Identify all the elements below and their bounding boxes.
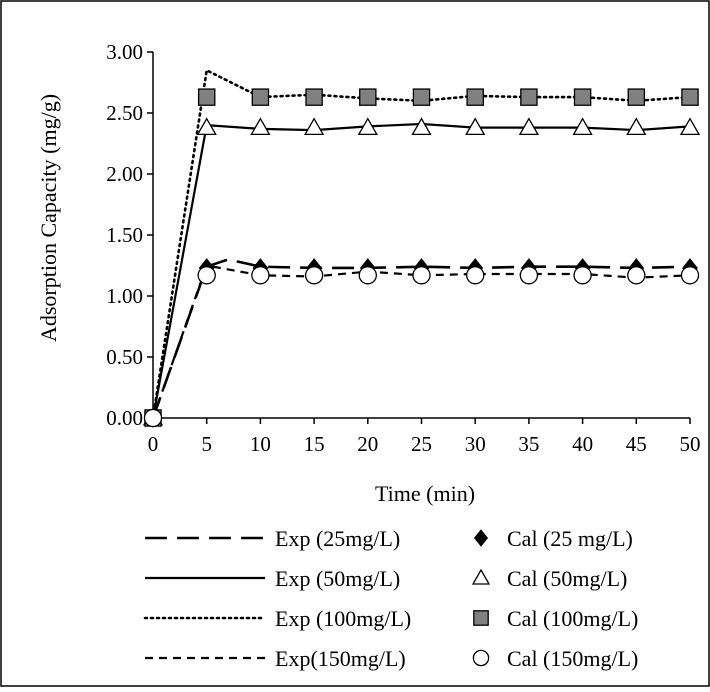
data-point-cal-50mg-l bbox=[411, 117, 432, 136]
data-point-cal-50mg-l bbox=[626, 117, 647, 136]
y-tick-label: 0.00 bbox=[106, 406, 143, 430]
data-point-cal-50mg-l bbox=[250, 117, 271, 136]
data-point-cal-100mg-l bbox=[305, 88, 323, 106]
y-tick-label: 1.50 bbox=[106, 223, 143, 247]
y-tick-label: 2.50 bbox=[106, 101, 143, 125]
legend-label-cal-50mg-l: Cal (50mg/L) bbox=[507, 566, 627, 591]
data-point-cal-100mg-l bbox=[466, 88, 484, 106]
x-tick-label: 25 bbox=[411, 432, 432, 456]
data-point-cal-100mg-l bbox=[627, 88, 646, 106]
data-point-cal-150mg-l bbox=[197, 266, 216, 285]
x-axis-title: Time (min) bbox=[375, 481, 475, 506]
data-point-cal-150mg-l bbox=[143, 408, 163, 428]
data-point-cal-150mg-l bbox=[412, 266, 431, 285]
data-point-cal-50mg-l bbox=[465, 117, 486, 136]
data-point-cal-50mg-l bbox=[196, 117, 217, 136]
x-tick-label: 40 bbox=[572, 432, 593, 456]
data-point-cal-100mg-l bbox=[681, 88, 699, 106]
data-point-cal-100mg-l bbox=[412, 88, 431, 106]
legend-swatch-cal-50mg-l bbox=[471, 568, 491, 585]
data-point-cal-150mg-l bbox=[519, 266, 539, 285]
y-axis-title: Adsorption Capacity (mg/g) bbox=[36, 94, 61, 342]
data-point-cal-100mg-l bbox=[197, 88, 216, 106]
data-point-cal-100mg-l bbox=[359, 88, 377, 106]
axes: 0.00 0.50 1.00 1.50 2.00 2.50 3.00 0 5 10 15 20 25 30… bbox=[106, 40, 700, 456]
series-layer bbox=[142, 68, 701, 428]
data-point-cal-150mg-l bbox=[573, 266, 592, 285]
legend-swatch-cal-25-mg-l bbox=[473, 529, 489, 547]
data-point-cal-50mg-l bbox=[357, 117, 378, 136]
legend-label-exp-100mg-l: Exp (100mg/L) bbox=[275, 606, 411, 631]
data-point-cal-150mg-l bbox=[304, 266, 324, 285]
legend-label-exp-150mg-l: Exp(150mg/L) bbox=[275, 646, 406, 671]
data-point-cal-50mg-l bbox=[572, 117, 593, 136]
data-point-cal-100mg-l bbox=[520, 88, 538, 106]
x-tick-label: 20 bbox=[357, 432, 378, 456]
x-tick-label: 50 bbox=[680, 432, 701, 456]
x-tick-label: 10 bbox=[250, 432, 271, 456]
x-tick-label: 0 bbox=[148, 432, 159, 456]
legend-label-exp-50mg-l: Exp (50mg/L) bbox=[275, 566, 400, 591]
x-tick-label: 5 bbox=[201, 432, 212, 456]
data-point-cal-150mg-l bbox=[627, 266, 646, 285]
data-point-cal-100mg-l bbox=[573, 88, 592, 106]
legend-swatch-cal-100mg-l bbox=[473, 610, 489, 626]
x-tick-label: 35 bbox=[518, 432, 539, 456]
legend-label-cal-150mg-l: Cal (150mg/L) bbox=[507, 646, 638, 671]
y-tick-label: 2.00 bbox=[106, 162, 143, 186]
y-tick-label: 0.50 bbox=[106, 345, 143, 369]
legend-label-exp-25mg-l: Exp (25mg/L) bbox=[275, 526, 400, 551]
x-tick-label: 45 bbox=[626, 432, 647, 456]
legend-label-cal-25-mg-l: Cal (25 mg/L) bbox=[507, 526, 633, 551]
data-point-cal-50mg-l bbox=[303, 117, 325, 136]
y-tick-label: 3.00 bbox=[106, 40, 143, 64]
x-tick-label: 15 bbox=[304, 432, 325, 456]
data-point-cal-100mg-l bbox=[251, 88, 270, 106]
x-tick-label: 30 bbox=[465, 432, 486, 456]
y-tick-label: 1.00 bbox=[106, 284, 143, 308]
data-point-cal-50mg-l bbox=[518, 117, 540, 136]
legend-label-cal-100mg-l: Cal (100mg/L) bbox=[507, 606, 638, 631]
data-point-cal-150mg-l bbox=[466, 266, 485, 285]
series-line-exp-25mg-l bbox=[151, 258, 691, 419]
data-point-cal-150mg-l bbox=[358, 266, 378, 285]
series-line-exp-150mg-l bbox=[151, 264, 691, 419]
data-point-cal-150mg-l bbox=[680, 266, 700, 285]
data-point-cal-150mg-l bbox=[251, 266, 270, 285]
legend: Exp (25mg/L) Exp (50mg/L) Exp (100mg/L) Exp… bbox=[143, 526, 638, 671]
data-point-cal-50mg-l bbox=[679, 117, 701, 136]
legend-swatch-cal-150mg-l bbox=[472, 649, 490, 667]
